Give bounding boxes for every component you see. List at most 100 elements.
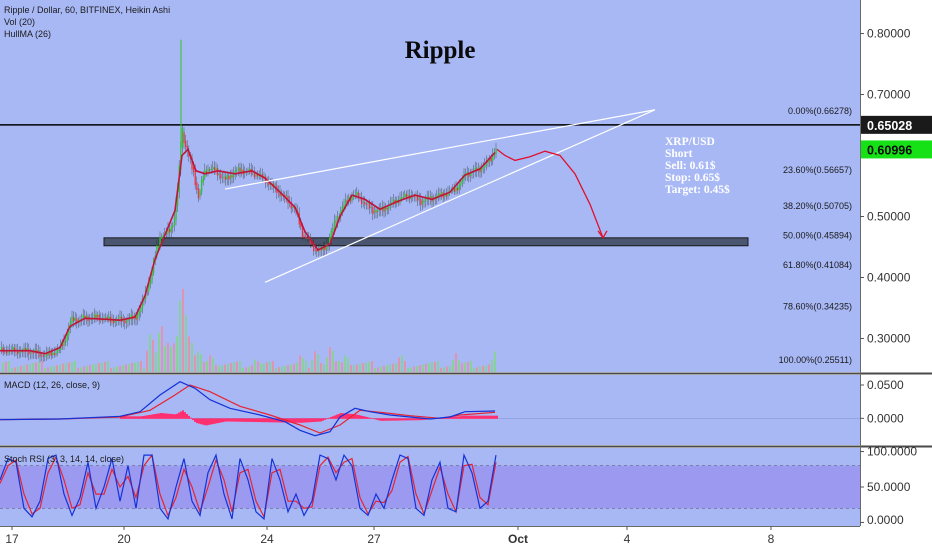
- macd-histogram-bar: [316, 418, 318, 422]
- candle-body: [367, 203, 369, 205]
- volume-bar: [479, 366, 481, 372]
- volume-bar: [29, 363, 31, 372]
- candle-body: [186, 145, 188, 152]
- macd-legend[interactable]: MACD (12, 26, close, 9): [4, 380, 100, 390]
- volume-bar: [467, 361, 469, 372]
- forecast-arrowhead[interactable]: [597, 230, 608, 240]
- candle-body: [41, 354, 43, 356]
- candle-body: [47, 353, 49, 355]
- symbol-legend[interactable]: Ripple / Dollar, 60, BITFINEX, Heikin As…: [4, 5, 170, 15]
- volume-bar: [341, 362, 343, 372]
- macd-histogram-bar: [412, 418, 414, 421]
- macd-histogram-bar: [306, 418, 308, 423]
- macd-pane[interactable]: [0, 375, 860, 445]
- forecast-arrow[interactable]: [496, 148, 608, 240]
- candle-body: [42, 354, 44, 357]
- macd-histogram-bar: [228, 418, 230, 422]
- candle-body: [362, 201, 364, 203]
- macd-histogram-bar: [326, 418, 328, 420]
- macd-histogram-bar: [156, 413, 158, 419]
- volume-bar: [50, 366, 52, 372]
- candle-body: [249, 168, 251, 172]
- stoch-legend[interactable]: Stoch RSI (3, 3, 14, 14, close): [4, 454, 124, 464]
- volume-bar: [35, 362, 37, 372]
- macd-histogram-bar: [148, 415, 150, 419]
- macd-histogram-bar: [484, 415, 486, 419]
- macd-histogram-bar: [270, 418, 272, 423]
- candle-body: [383, 207, 385, 212]
- rising-wedge[interactable]: [224, 109, 656, 283]
- volume-bar: [425, 363, 427, 372]
- macd-histogram-bar: [458, 416, 460, 419]
- volume-bar: [386, 365, 388, 372]
- macd-histogram-bar: [294, 418, 296, 423]
- candle-body: [58, 349, 60, 351]
- candle-body: [351, 196, 353, 201]
- candle-body: [479, 167, 481, 173]
- wedge-lower-line[interactable]: [264, 109, 656, 283]
- volume-bar: [38, 361, 40, 372]
- candle-body: [453, 188, 456, 192]
- macd-histogram-bar: [194, 418, 196, 422]
- macd-histogram-bar: [138, 416, 140, 419]
- volume-bar: [227, 363, 229, 372]
- volume-bar: [80, 367, 82, 372]
- volume-bar: [440, 368, 442, 372]
- candle-body: [53, 353, 56, 355]
- macd-histogram-bar: [152, 414, 154, 419]
- candle-body: [401, 196, 403, 200]
- macd-histogram-bar: [184, 412, 186, 419]
- macd-histogram-bar: [238, 418, 240, 422]
- candle-body: [417, 195, 419, 201]
- macd-tick-label: 0.0500: [867, 378, 904, 392]
- macd-histogram-bar: [222, 418, 224, 423]
- macd-histogram-bar: [466, 415, 468, 419]
- candle-body: [377, 209, 379, 213]
- candle-body: [330, 230, 332, 239]
- macd-histogram-bar: [214, 418, 216, 424]
- volume-bar: [323, 364, 325, 372]
- macd-histogram-bar: [354, 414, 356, 419]
- candle-body: [257, 174, 259, 177]
- price-axis[interactable]: 0.80000 0.70000 0.50000 0.40000 0.30000 0.050…: [860, 27, 917, 527]
- volume-bar: [446, 366, 448, 372]
- fib-label-6: 100.00%(0.25511): [779, 355, 852, 365]
- volume-bar: [488, 364, 490, 372]
- candle-body: [393, 199, 395, 204]
- macd-histogram-bar: [240, 418, 242, 422]
- macd-histogram-bar: [318, 418, 320, 422]
- candle-body: [196, 182, 198, 190]
- support-zone-box[interactable]: [103, 237, 749, 247]
- volume-bar: [119, 365, 121, 372]
- volume-bar: [287, 365, 289, 372]
- support-zone[interactable]: [103, 237, 749, 247]
- macd-histogram-bar: [410, 418, 412, 421]
- volume-bar: [17, 366, 19, 372]
- macd-histogram-bar: [332, 416, 334, 419]
- macd-histogram-bar: [124, 416, 126, 419]
- volume-bar: [71, 361, 73, 372]
- hull-legend[interactable]: HullMA (26): [4, 29, 51, 39]
- volume-bar: [362, 363, 364, 372]
- candle-body: [346, 200, 348, 203]
- candle-body: [63, 340, 65, 346]
- candle-body: [82, 314, 84, 320]
- wedge-upper-line[interactable]: [224, 109, 656, 190]
- macd-histogram-bar: [264, 418, 266, 423]
- candle-body: [341, 206, 344, 212]
- candle-body: [237, 166, 240, 171]
- macd-histogram-bar: [276, 418, 278, 423]
- volume-bar: [437, 361, 439, 372]
- candle-body: [167, 228, 169, 234]
- forecast-curve[interactable]: [496, 148, 604, 239]
- macd-histogram-bar: [134, 416, 136, 419]
- volume-legend[interactable]: Vol (20): [4, 17, 35, 27]
- price-pane[interactable]: [0, 0, 860, 372]
- volume-bar: [239, 361, 241, 372]
- volume-bar: [89, 365, 91, 372]
- volume-bar: [371, 361, 373, 372]
- volume-bar: [8, 361, 10, 372]
- time-axis[interactable]: 17 20 24 27 Oct 4 8: [5, 526, 775, 546]
- candle-body: [439, 193, 441, 196]
